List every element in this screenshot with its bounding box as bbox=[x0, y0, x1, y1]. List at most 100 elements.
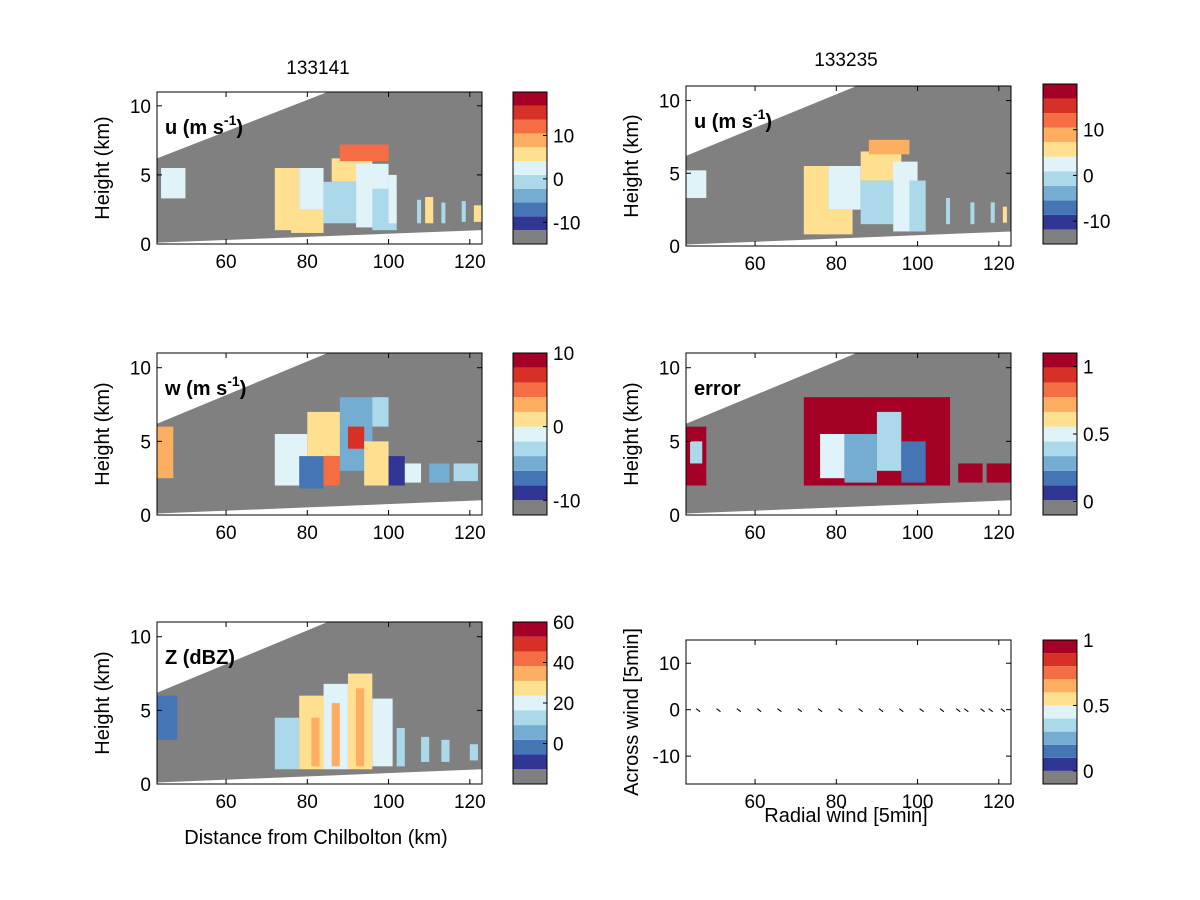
x-tick-label: 120 bbox=[454, 523, 486, 544]
heatmap-cell bbox=[299, 168, 324, 210]
colorbar-tick-label: 20 bbox=[553, 694, 574, 715]
x-tick-label: 60 bbox=[215, 792, 236, 813]
y-axis-label: Across wind [5min] bbox=[621, 628, 643, 796]
heatmap-cell bbox=[986, 463, 1011, 483]
colorbar-frame bbox=[512, 91, 548, 245]
panel-label: w (m s-1) bbox=[164, 373, 246, 400]
heatmap-cell bbox=[291, 209, 324, 233]
heatmap-cell bbox=[364, 441, 389, 486]
colorbar: -10 0 10 bbox=[512, 344, 580, 516]
heatmap-cell bbox=[157, 426, 174, 479]
colorbar-segment bbox=[513, 441, 547, 457]
wind-vector bbox=[695, 708, 701, 713]
y-tick-label: 5 bbox=[669, 164, 680, 185]
heatmap-cell bbox=[396, 728, 405, 767]
colorbar-segment bbox=[1043, 200, 1077, 215]
wind-vector bbox=[939, 708, 945, 713]
colorbar-tick-label: 0.5 bbox=[1083, 425, 1109, 446]
heatmap-cell bbox=[946, 198, 951, 225]
x-tick-label: 100 bbox=[902, 523, 934, 544]
colorbar-segment bbox=[513, 680, 547, 696]
colorbar-frame bbox=[1042, 83, 1078, 245]
heatmap-cell bbox=[461, 201, 466, 222]
colorbar: 00.51 bbox=[1042, 352, 1109, 516]
heatmap-cell bbox=[331, 703, 340, 767]
colorbar-segment bbox=[513, 397, 547, 412]
axes-box bbox=[156, 621, 483, 785]
colorbar-segment bbox=[1043, 214, 1077, 230]
heatmap-cell bbox=[441, 739, 450, 762]
heatmap-cell bbox=[860, 180, 894, 225]
wind-vector bbox=[919, 708, 924, 713]
heatmap-cell bbox=[372, 397, 389, 427]
colorbar-segment bbox=[1043, 653, 1077, 667]
colorbar-segment bbox=[513, 769, 547, 784]
colorbar-segment bbox=[1043, 171, 1077, 186]
y-axis-label: Height (km) bbox=[92, 382, 114, 485]
colorbar-segment bbox=[1043, 353, 1077, 368]
colorbar-segment bbox=[513, 411, 547, 427]
heatmap-cell bbox=[901, 441, 926, 483]
colorbar-segment bbox=[1043, 679, 1077, 693]
y-tick-label: -10 bbox=[653, 747, 680, 768]
x-tick-label: 100 bbox=[373, 252, 405, 273]
wind-vector bbox=[838, 708, 843, 713]
colorbar: 0 20 40 60 bbox=[512, 613, 574, 785]
wind-vector bbox=[797, 708, 803, 713]
wind-vector bbox=[817, 708, 823, 713]
heatmap-cell bbox=[356, 688, 365, 767]
heatmap-cell bbox=[909, 180, 926, 232]
colorbar-tick-label: 0.5 bbox=[1083, 696, 1109, 717]
y-axis-label: Height (km) bbox=[621, 114, 643, 217]
y-axis-label: Height (km) bbox=[92, 116, 114, 219]
wind-vector bbox=[899, 708, 904, 713]
y-tick-label: 5 bbox=[140, 701, 151, 722]
colorbar-segment bbox=[513, 382, 547, 398]
heatmap-cell bbox=[388, 174, 397, 224]
wind-vector bbox=[964, 708, 969, 713]
heatmap-cell bbox=[299, 456, 324, 489]
x-tick-label: 80 bbox=[826, 792, 847, 813]
heatmap-cell bbox=[372, 698, 393, 767]
colorbar-segment bbox=[513, 353, 547, 368]
colorbar-tick-label: 10 bbox=[553, 126, 574, 147]
panel-u_133235: 60 80 100 120 0 5 10 Height (km) u (m s-1) -10 0 10 bbox=[621, 83, 1110, 275]
colorbar-segment bbox=[1043, 485, 1077, 501]
colorbar-segment bbox=[1043, 731, 1077, 745]
x-tick-label: 80 bbox=[826, 254, 847, 275]
colorbar-segment bbox=[1043, 411, 1077, 427]
heatmap-cell bbox=[1002, 206, 1007, 223]
colorbar-segment bbox=[1043, 470, 1077, 486]
y-tick-label: 0 bbox=[140, 235, 151, 256]
colorbar-segment bbox=[513, 216, 547, 231]
axes-box bbox=[156, 352, 483, 516]
colorbar-tick-label: -10 bbox=[553, 491, 580, 512]
colorbar-tick-label: 1 bbox=[1083, 631, 1094, 652]
colorbar-tick-label: 0 bbox=[1083, 166, 1094, 187]
colorbar-segment bbox=[513, 174, 547, 189]
colorbar-segment bbox=[513, 230, 547, 244]
wind-vector bbox=[980, 708, 985, 713]
colorbar-segment bbox=[513, 133, 547, 148]
panel-u_133141: 60 80 100 120 0 5 10 Height (km) u (m s-1) -10 0 10 bbox=[92, 91, 580, 273]
heatmap-cell bbox=[820, 434, 845, 479]
heatmap-cell bbox=[958, 463, 983, 483]
panel-label: error bbox=[694, 378, 741, 400]
colorbar-segment bbox=[513, 147, 547, 162]
x-tick-label: 100 bbox=[373, 523, 405, 544]
panel-w_133141: 60 80 100 120 0 5 10 Height (km) w (m s-1) -10 0 10 bbox=[92, 344, 580, 544]
wind-vector bbox=[988, 708, 993, 713]
colorbar-segment bbox=[1043, 98, 1077, 114]
colorbar-segment bbox=[1043, 770, 1077, 784]
x-tick-label: 60 bbox=[744, 254, 765, 275]
colorbar-segment bbox=[513, 666, 547, 681]
colorbar-segment bbox=[1043, 367, 1077, 383]
heatmap-cell bbox=[820, 209, 853, 235]
x-tick-label: 120 bbox=[454, 792, 486, 813]
y-tick-label: 5 bbox=[140, 432, 151, 453]
heatmap-cell bbox=[844, 434, 877, 483]
colorbar-tick-label: 1 bbox=[1083, 358, 1094, 379]
wind-vector bbox=[955, 708, 961, 713]
wind-vector bbox=[736, 708, 742, 713]
